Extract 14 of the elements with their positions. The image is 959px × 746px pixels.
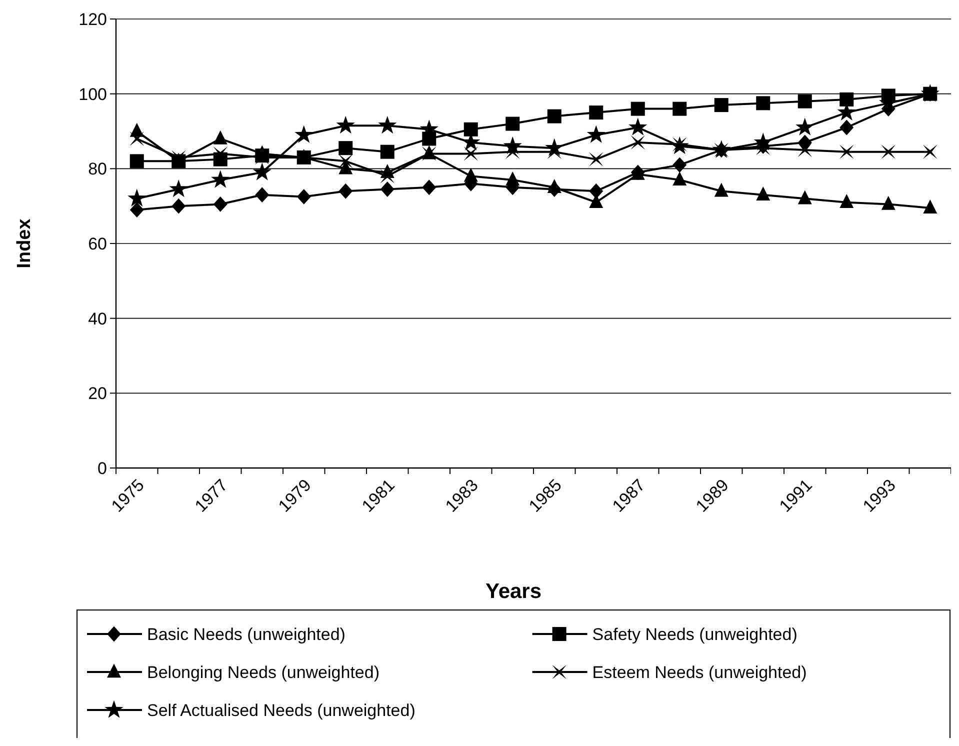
y-tick-label: 100 (78, 84, 107, 104)
legend-label: Belonging Needs (unweighted) (147, 662, 380, 682)
y-tick-label: 60 (88, 234, 107, 254)
legend-label: Basic Needs (unweighted) (147, 624, 346, 644)
legend-label: Safety Needs (unweighted) (592, 624, 798, 644)
legend-label: Esteem Needs (unweighted) (592, 662, 807, 682)
y-axis-title: Index (14, 218, 35, 268)
y-tick-label: 40 (88, 309, 107, 328)
y-tick-label: 0 (98, 458, 107, 478)
y-tick-label: 20 (88, 384, 107, 404)
y-tick-label: 120 (78, 10, 107, 29)
legend-label: Self Actualised Needs (unweighted) (147, 700, 416, 720)
x-axis-title: Years (485, 580, 542, 603)
y-tick-label: 80 (88, 160, 107, 179)
